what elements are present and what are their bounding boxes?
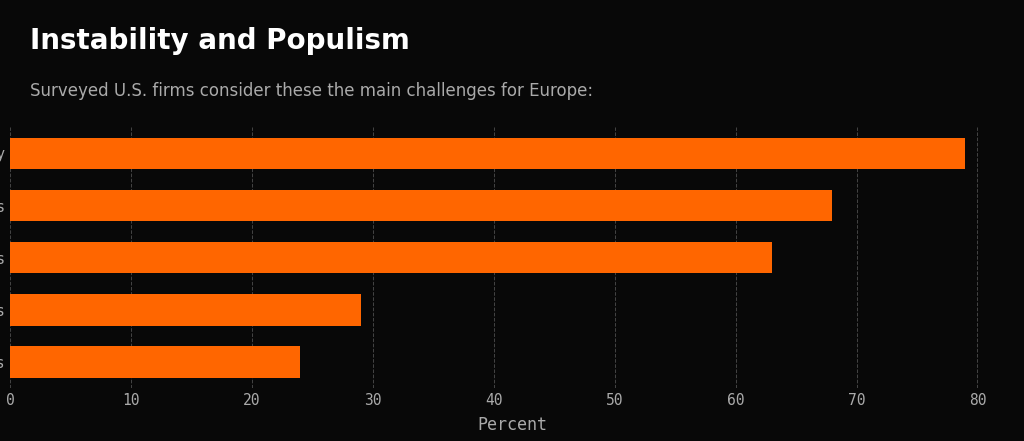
Text: Instability and Populism: Instability and Populism — [31, 26, 411, 55]
Bar — [10, 190, 833, 221]
Bar — [10, 346, 300, 377]
Bar — [10, 294, 360, 325]
Text: Surveyed U.S. firms consider these the main challenges for Europe:: Surveyed U.S. firms consider these the m… — [31, 82, 594, 100]
Bar — [10, 138, 966, 169]
X-axis label: Percent: Percent — [477, 416, 547, 434]
Bar — [10, 242, 772, 273]
